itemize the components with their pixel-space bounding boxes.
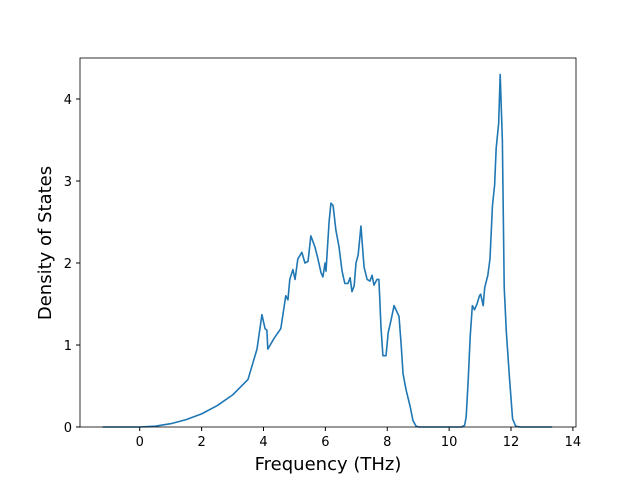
y-tick-label: 2 (64, 257, 72, 272)
x-tick-label: 2 (197, 435, 205, 450)
x-tick-label: 0 (136, 435, 144, 450)
y-axis-label: Density of States (35, 166, 56, 320)
x-tick-label: 6 (321, 435, 329, 450)
x-tick-label: 12 (503, 435, 520, 450)
y-tick-label: 0 (64, 421, 72, 436)
x-tick-label: 4 (259, 435, 267, 450)
line-series (102, 73, 553, 428)
x-tick-label: 14 (565, 435, 582, 450)
plot-frame (79, 57, 577, 428)
y-tick-label: 4 (64, 93, 72, 108)
y-tick-label: 3 (64, 175, 72, 190)
x-axis-label: Frequency (THz) (255, 454, 402, 475)
x-tick-label: 10 (441, 435, 458, 450)
y-tick-label: 1 (64, 339, 72, 354)
x-tick-label: 8 (383, 435, 391, 450)
